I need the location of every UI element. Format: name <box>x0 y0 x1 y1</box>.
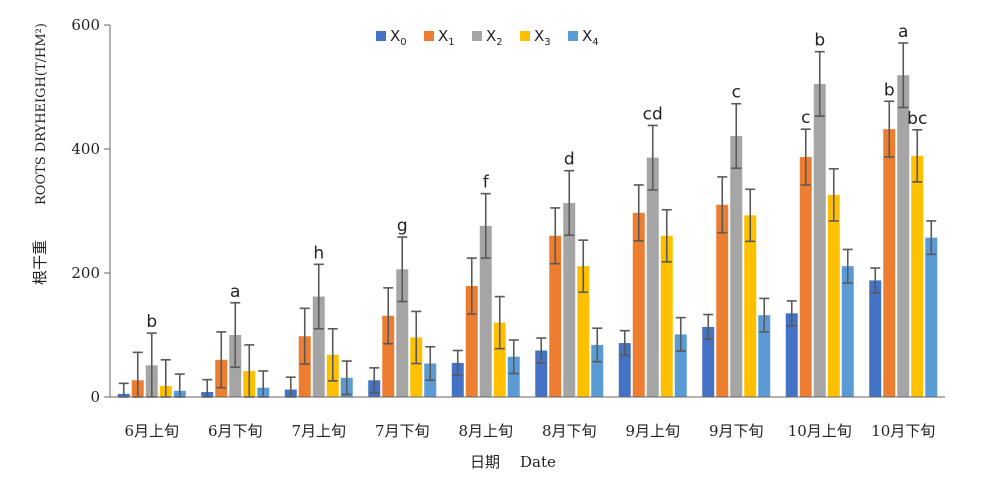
bar <box>744 215 757 397</box>
x-axis-tick-labels: 6月上旬 6月下旬 7月上旬 7月下旬 8月上旬 8月下旬 9月上旬 9月下旬 10月上旬 10月… <box>124 422 935 440</box>
x-tick-label: 10月上旬 <box>788 422 852 440</box>
legend-swatch <box>472 31 482 41</box>
bar <box>451 362 464 397</box>
significance-label: b <box>814 31 825 51</box>
legend-swatch <box>568 31 578 41</box>
legend: X0 X1 X2 X3 X4 <box>376 27 599 48</box>
significance-label: bc <box>907 109 927 129</box>
bar <box>660 235 673 397</box>
bar <box>841 266 854 397</box>
bar <box>618 343 631 397</box>
y-axis-ticks: 0 200 400 600 <box>71 16 110 406</box>
significance-label: a <box>230 282 240 302</box>
legend-entry: X0 <box>390 27 407 48</box>
x-tick-label: 7月上旬 <box>291 422 346 440</box>
bar <box>410 337 423 397</box>
y-axis-label-cn: 根干重 <box>31 240 49 285</box>
x-tick-label: 9月上旬 <box>625 422 680 440</box>
bar <box>577 266 590 397</box>
bar <box>493 322 506 397</box>
bar <box>897 75 910 397</box>
bar <box>298 336 311 397</box>
x-axis-label-cn: 日期 <box>470 453 500 471</box>
significance-label: c <box>732 83 741 103</box>
bar <box>646 157 659 397</box>
x-tick-label: 6月下旬 <box>208 422 263 440</box>
legend-entry: X3 <box>534 27 551 48</box>
y-tick-label: 600 <box>71 16 100 34</box>
significance-label: b <box>146 312 157 332</box>
significance-label: a <box>898 22 908 42</box>
legend-entry: X4 <box>582 27 599 48</box>
bar <box>730 135 743 398</box>
bar <box>799 157 812 397</box>
x-tick-label: 8月下旬 <box>542 422 597 440</box>
significance-label: cd <box>643 104 663 124</box>
bar <box>549 235 562 397</box>
x-tick-label: 9月下旬 <box>709 422 764 440</box>
legend-entry: X1 <box>438 27 455 48</box>
bar <box>911 155 924 397</box>
bar <box>758 315 771 397</box>
x-tick-label: 10月下旬 <box>871 422 935 440</box>
legend-entry: X2 <box>486 27 503 48</box>
legend-swatch <box>520 31 530 41</box>
bar <box>674 334 687 397</box>
x-tick-label: 6月上旬 <box>124 422 179 440</box>
bar <box>702 326 715 397</box>
legend-swatch <box>424 31 434 41</box>
bar <box>591 344 604 397</box>
bar-groups: b a h g f d cd c c b b a bc <box>117 22 938 398</box>
significance-label: b <box>884 80 895 100</box>
legend-swatch <box>376 31 386 41</box>
y-tick-label: 200 <box>71 264 100 282</box>
bar <box>312 296 325 397</box>
significance-label: d <box>564 150 575 170</box>
significance-label: g <box>397 216 408 236</box>
y-axis-label-en: ROOTS DRYHEIGH(T/HM²) <box>34 23 49 205</box>
bar <box>785 313 798 397</box>
bar <box>883 129 896 397</box>
bar <box>869 280 882 397</box>
significance-label: f <box>483 173 490 193</box>
bar <box>716 204 729 397</box>
bar <box>563 202 576 397</box>
bar <box>507 356 520 397</box>
bar <box>382 315 395 397</box>
bar <box>813 83 826 398</box>
y-tick-label: 0 <box>90 388 100 406</box>
bar <box>632 212 645 397</box>
significance-label: c <box>801 108 810 128</box>
bar <box>925 237 938 397</box>
x-axis-label-en: Date <box>520 453 556 471</box>
bar <box>479 225 492 397</box>
significance-label: h <box>313 243 324 263</box>
y-tick-label: 400 <box>71 140 100 158</box>
x-tick-label: 7月下旬 <box>375 422 430 440</box>
x-tick-label: 8月上旬 <box>458 422 513 440</box>
y-axis-title: 根干重 ROOTS DRYHEIGH(T/HM²) <box>31 23 49 285</box>
bar <box>827 194 840 397</box>
